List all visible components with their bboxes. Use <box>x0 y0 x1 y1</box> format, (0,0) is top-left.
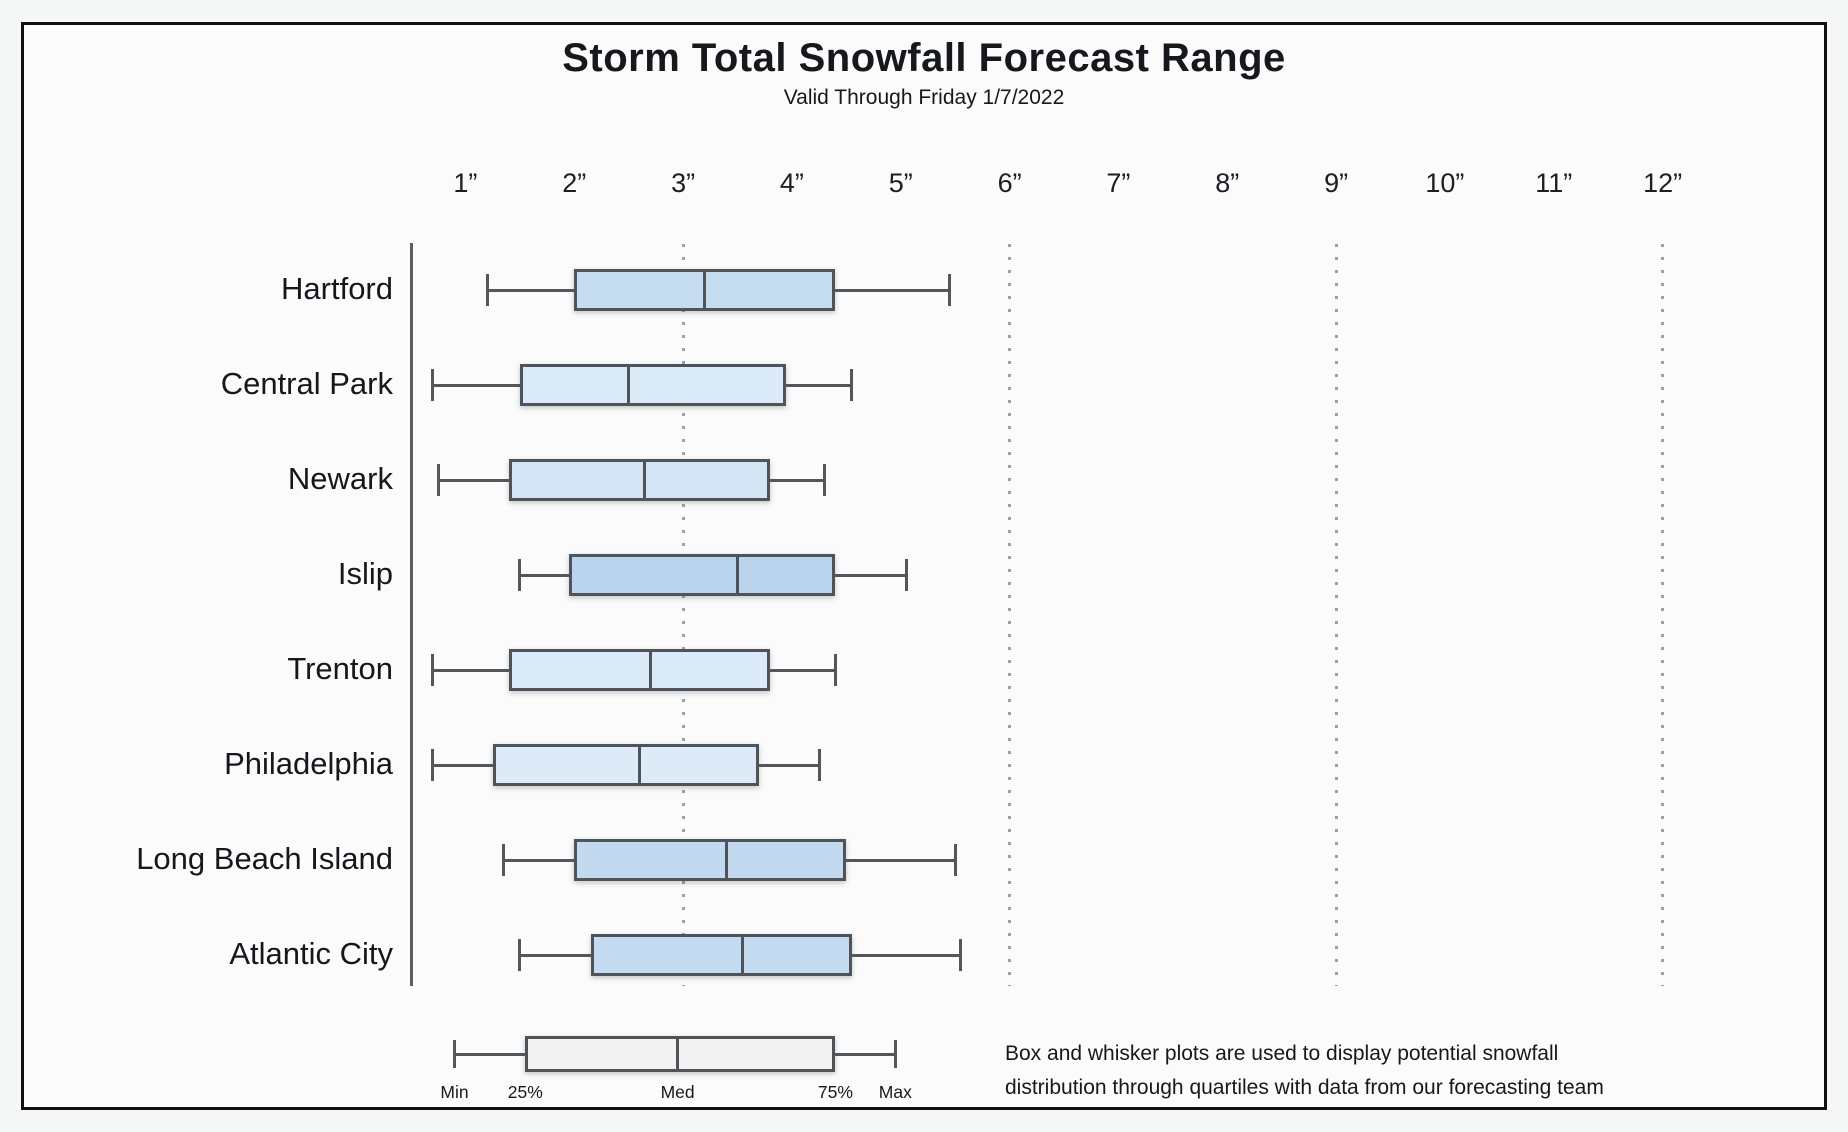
row-hartford-min-cap <box>485 274 489 306</box>
row-long-beach-island-median-line <box>725 839 729 881</box>
legend-min-cap <box>453 1040 457 1068</box>
caption-line-1: Box and whisker plots are used to displa… <box>1005 1042 1559 1065</box>
row-central-park-min-cap <box>431 369 435 401</box>
row-central-park-median-line <box>627 364 631 406</box>
x-tick-label-1: 1” <box>453 168 478 198</box>
row-islip-max-cap <box>904 559 908 591</box>
legend-label-max: Max <box>878 1082 912 1102</box>
row-newark-min-cap <box>436 464 440 496</box>
row-philadelphia-median-line <box>638 744 642 786</box>
x-tick-label-3: 3” <box>671 168 696 198</box>
row-trenton-max-cap <box>833 654 837 686</box>
row-atlantic-city-max-cap <box>959 939 963 971</box>
row-label-hartford: Hartford <box>281 271 393 306</box>
x-tick-label-6: 6” <box>997 168 1022 198</box>
row-islip-median-line <box>736 554 739 596</box>
row-atlantic-city-min-cap <box>518 939 522 971</box>
legend-iqr-box <box>525 1036 836 1072</box>
row-philadelphia-min-cap <box>431 749 435 781</box>
row-islip-min-cap <box>518 559 522 591</box>
gridline-9in <box>1334 244 1338 986</box>
x-tick-label-2: 2” <box>562 168 587 198</box>
chart-title: Storm Total Snowfall Forecast Range <box>562 36 1286 80</box>
gridline-6in <box>1008 244 1012 986</box>
legend-label-q1: 25% <box>507 1082 543 1102</box>
row-label-newark: Newark <box>287 461 393 496</box>
row-trenton-min-cap <box>431 654 435 686</box>
gridline-3in <box>681 244 685 986</box>
row-atlantic-city-median-line <box>741 934 745 976</box>
row-atlantic-city-iqr-box <box>590 934 852 976</box>
row-label-trenton: Trenton <box>287 651 393 686</box>
row-central-park-iqr-box <box>519 364 787 406</box>
row-newark-max-cap <box>823 464 827 496</box>
row-newark-median-line <box>643 459 647 501</box>
row-hartford-median-line <box>703 269 707 311</box>
row-label-atlantic-city: Atlantic City <box>229 936 393 971</box>
row-long-beach-island-max-cap <box>953 844 957 876</box>
x-tick-label-12: 12” <box>1643 168 1683 198</box>
row-newark-iqr-box <box>508 459 771 501</box>
row-islip-iqr-box <box>568 554 836 596</box>
legend-label-median: Med <box>660 1082 695 1102</box>
chart-frame-border <box>21 22 1827 1110</box>
gridline-12in <box>1661 244 1665 986</box>
row-philadelphia-iqr-box <box>492 744 760 786</box>
x-tick-label-11: 11” <box>1535 168 1573 198</box>
x-tick-label-8: 8” <box>1215 168 1240 198</box>
row-central-park-max-cap <box>850 369 854 401</box>
row-label-islip: Islip <box>337 556 393 591</box>
row-label-philadelphia: Philadelphia <box>224 746 393 781</box>
row-long-beach-island-iqr-box <box>574 839 847 881</box>
x-tick-label-5: 5” <box>888 168 913 198</box>
y-axis-line <box>410 243 413 986</box>
legend-label-min: Min <box>440 1082 469 1102</box>
legend-label-q3: 75% <box>817 1082 853 1102</box>
row-long-beach-island-min-cap <box>502 844 505 876</box>
row-hartford-max-cap <box>948 274 952 306</box>
row-label-long-beach-island: Long Beach Island <box>136 841 393 876</box>
legend-max-cap <box>893 1040 897 1068</box>
row-trenton-iqr-box <box>508 649 771 691</box>
row-trenton-median-line <box>648 649 652 691</box>
x-tick-label-7: 7” <box>1106 168 1131 198</box>
caption-line-2: distribution through quartiles with data… <box>1005 1076 1604 1099</box>
x-tick-label-4: 4” <box>779 168 804 198</box>
x-tick-label-9: 9” <box>1324 168 1349 198</box>
row-philadelphia-max-cap <box>817 749 821 781</box>
legend-median-line <box>676 1036 680 1072</box>
x-tick-label-10: 10” <box>1425 168 1465 198</box>
chart-subtitle: Valid Through Friday 1/7/2022 <box>783 86 1065 109</box>
row-label-central-park: Central Park <box>220 366 393 401</box>
